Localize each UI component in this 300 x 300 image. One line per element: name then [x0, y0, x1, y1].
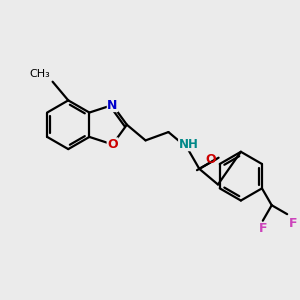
Text: F: F	[289, 217, 297, 230]
Text: O: O	[205, 153, 216, 166]
Text: N: N	[107, 98, 118, 112]
Text: F: F	[259, 222, 267, 235]
Text: NH: NH	[179, 138, 199, 151]
Text: CH₃: CH₃	[29, 69, 50, 79]
Text: O: O	[107, 138, 118, 151]
